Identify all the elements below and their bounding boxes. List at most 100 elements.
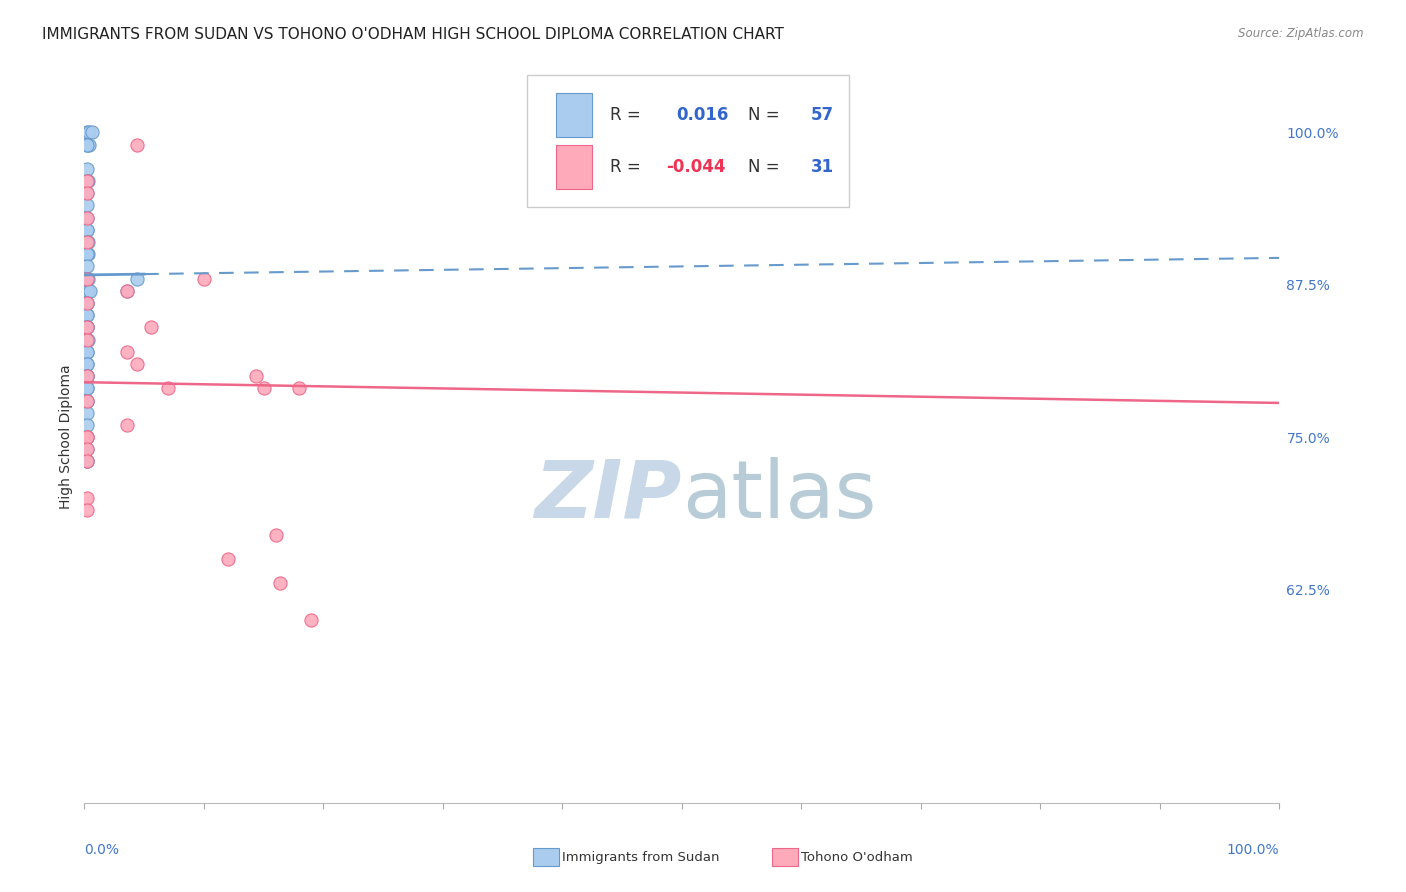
Text: N =: N = (748, 106, 785, 124)
Text: 0.016: 0.016 (676, 106, 728, 124)
Point (76, 491, 98, 505)
Text: 0.0%: 0.0% (84, 843, 120, 857)
Point (76, 308, 98, 322)
Point (245, 369, 267, 384)
Point (77, 271, 100, 285)
Point (76, 393, 98, 408)
Point (76, 186, 98, 201)
Point (77, 284, 100, 298)
Point (76, 174, 98, 188)
Point (76, 284, 98, 298)
Point (76, 393, 98, 408)
Point (117, 284, 139, 298)
Point (76, 430, 98, 444)
Point (76, 406, 98, 420)
Point (76, 198, 98, 212)
Point (117, 344, 139, 359)
Point (76, 247, 98, 261)
Point (253, 381, 276, 395)
Point (76, 454, 98, 468)
Point (76, 417, 98, 432)
Point (125, 137, 148, 152)
FancyBboxPatch shape (527, 75, 849, 207)
Point (76, 296, 98, 310)
Point (76, 235, 98, 249)
FancyBboxPatch shape (557, 93, 592, 137)
Point (77, 235, 100, 249)
Point (117, 417, 139, 432)
Point (76, 357, 98, 371)
Point (79, 284, 101, 298)
Text: N =: N = (748, 158, 785, 176)
Point (76, 442, 98, 457)
Text: 57: 57 (811, 106, 834, 124)
Point (76, 454, 98, 468)
Text: -0.044: -0.044 (666, 158, 725, 176)
Point (76, 393, 98, 408)
Point (301, 613, 323, 627)
Point (76, 381, 98, 395)
Text: R =: R = (610, 158, 647, 176)
Point (76, 137, 98, 152)
Point (76, 344, 98, 359)
Point (76, 320, 98, 334)
Point (76, 235, 98, 249)
Text: Immigrants from Sudan: Immigrants from Sudan (562, 851, 720, 864)
Point (269, 576, 291, 591)
Text: 100.0%: 100.0% (1227, 843, 1279, 857)
Point (76, 296, 98, 310)
Point (76, 308, 98, 322)
Point (77, 174, 100, 188)
Text: 31: 31 (811, 158, 834, 176)
Point (76, 333, 98, 347)
Point (76, 503, 98, 517)
Point (76, 211, 98, 225)
Text: atlas: atlas (682, 457, 876, 534)
Point (77, 333, 100, 347)
Point (76, 223, 98, 237)
Text: Tohono O'odham: Tohono O'odham (801, 851, 912, 864)
FancyBboxPatch shape (772, 848, 797, 866)
Point (117, 284, 139, 298)
Point (76, 125, 98, 139)
FancyBboxPatch shape (557, 145, 592, 188)
Point (76, 223, 98, 237)
Text: ZIP: ZIP (534, 457, 682, 534)
Point (76, 430, 98, 444)
Point (76, 260, 98, 274)
Point (80, 125, 103, 139)
Point (76, 333, 98, 347)
Point (76, 296, 98, 310)
Point (76, 247, 98, 261)
Point (76, 174, 98, 188)
Point (76, 137, 98, 152)
Point (193, 271, 215, 285)
Text: Source: ZipAtlas.com: Source: ZipAtlas.com (1239, 27, 1364, 40)
Y-axis label: High School Diploma: High School Diploma (59, 365, 73, 509)
Point (76, 369, 98, 384)
Point (76, 333, 98, 347)
Point (77, 247, 100, 261)
Point (77, 137, 100, 152)
FancyBboxPatch shape (533, 848, 558, 866)
Point (76, 344, 98, 359)
Point (76, 357, 98, 371)
Point (141, 320, 163, 334)
Point (76, 271, 98, 285)
Point (76, 161, 98, 176)
Point (76, 454, 98, 468)
Point (76, 369, 98, 384)
Point (76, 333, 98, 347)
Point (76, 271, 98, 285)
Point (125, 357, 148, 371)
Point (157, 381, 180, 395)
Point (76, 369, 98, 384)
Point (76, 320, 98, 334)
Text: IMMIGRANTS FROM SUDAN VS TOHONO O'ODHAM HIGH SCHOOL DIPLOMA CORRELATION CHART: IMMIGRANTS FROM SUDAN VS TOHONO O'ODHAM … (42, 27, 785, 42)
Point (76, 284, 98, 298)
Point (76, 430, 98, 444)
Point (76, 211, 98, 225)
Point (76, 271, 98, 285)
Point (76, 381, 98, 395)
Point (217, 552, 239, 566)
